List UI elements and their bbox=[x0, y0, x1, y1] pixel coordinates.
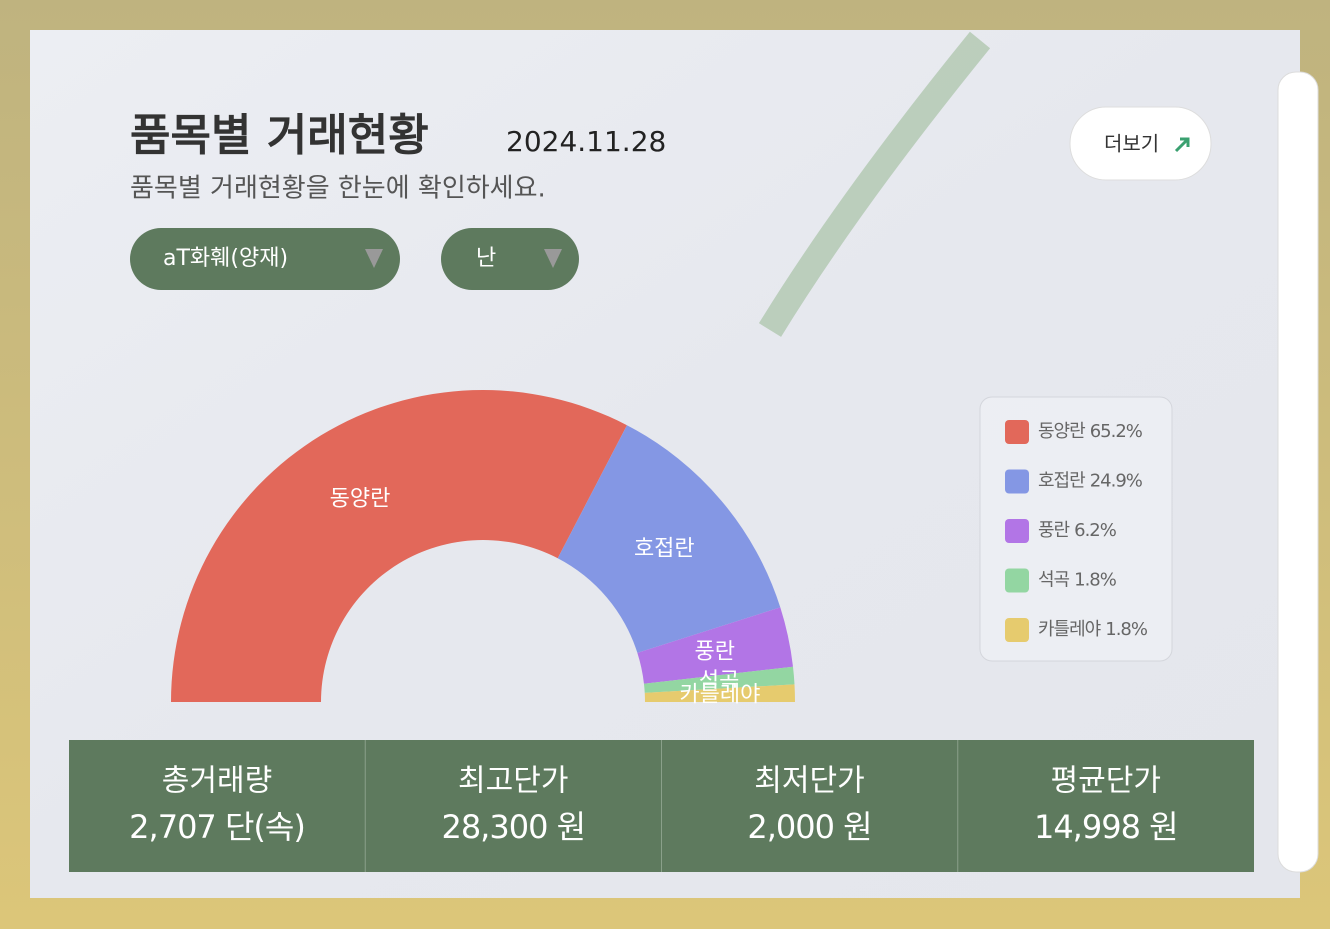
stat-label: 총거래량 bbox=[162, 764, 272, 799]
slice-label: 카틀레야 bbox=[679, 682, 760, 707]
filter-select[interactable]: aT화훼(양재) bbox=[130, 228, 400, 290]
stat-label: 최고단가 bbox=[458, 764, 568, 799]
legend-name: 카틀레야 bbox=[1038, 619, 1101, 640]
legend-swatch bbox=[1005, 568, 1029, 593]
slice bbox=[171, 390, 627, 702]
more-icon bbox=[1174, 137, 1190, 153]
stats: 총거래량 2,707 단(속) 최고단가 28,300 원 최저단가 2,000 원 평균단… bbox=[129, 740, 1179, 872]
legend-swatch bbox=[1005, 469, 1029, 494]
legend-text: 동양란 65.2% bbox=[1038, 421, 1143, 442]
stat-value: 28,300 원 bbox=[441, 808, 585, 846]
legend-text: 호접란 24.9% bbox=[1038, 471, 1143, 492]
legend-swatch bbox=[1005, 420, 1029, 444]
stat-value: 2,707 단(속) bbox=[129, 808, 305, 846]
select-arrow bbox=[544, 249, 562, 268]
slice-label: 호접란 bbox=[634, 536, 695, 561]
decor-stem bbox=[758, 31, 991, 337]
legend-name: 풍란 bbox=[1038, 520, 1070, 541]
date: 2024.11.28 bbox=[506, 125, 666, 158]
legend-value: 65.2% bbox=[1090, 421, 1143, 442]
more-button[interactable]: 더보기 bbox=[1069, 106, 1212, 181]
stat-label: 최저단가 bbox=[754, 764, 864, 799]
more-box[interactable] bbox=[1069, 106, 1212, 181]
legend-box bbox=[979, 396, 1173, 662]
select-box[interactable] bbox=[130, 228, 400, 290]
legend-text: 석곡 1.8% bbox=[1038, 570, 1117, 591]
legend-name: 석곡 bbox=[1038, 570, 1070, 591]
slice bbox=[644, 684, 795, 702]
side-card bbox=[1277, 71, 1319, 873]
slice-label: 동양란 bbox=[330, 486, 391, 511]
stat-label: 평균단가 bbox=[1051, 764, 1161, 799]
subtitle: 품목별 거래현황을 한눈에 확인하세요. bbox=[130, 174, 546, 204]
legend-value: 6.2% bbox=[1074, 520, 1117, 541]
title: 품목별 거래현황 bbox=[130, 110, 429, 161]
legend-text: 풍란 6.2% bbox=[1038, 520, 1117, 541]
slice bbox=[557, 425, 781, 653]
select-text[interactable]: aT화훼(양재) bbox=[163, 246, 288, 271]
slice bbox=[637, 607, 794, 684]
select-arrow bbox=[365, 249, 383, 268]
legend-text: 카틀레야 1.8% bbox=[1038, 619, 1148, 640]
filter-select[interactable]: 난 bbox=[441, 228, 579, 290]
legend-swatch bbox=[1005, 618, 1029, 642]
legend-value: 1.8% bbox=[1074, 570, 1117, 591]
more-text[interactable]: 더보기 bbox=[1104, 132, 1159, 156]
legend-name: 호접란 bbox=[1038, 471, 1085, 492]
legend-value: 1.8% bbox=[1105, 619, 1148, 640]
legend-name: 동양란 bbox=[1038, 421, 1085, 442]
legend-swatch bbox=[1005, 519, 1029, 543]
stat-value: 2,000 원 bbox=[747, 808, 871, 846]
legend: 동양란 65.2%호접란 24.9%풍란 6.2%석곡 1.8%카틀레야 1.8% bbox=[1005, 420, 1149, 642]
legend-value: 24.9% bbox=[1090, 471, 1143, 492]
select-text[interactable]: 난 bbox=[476, 246, 496, 271]
slice-label: 풍란 bbox=[695, 639, 735, 664]
slice bbox=[643, 666, 795, 693]
select-box[interactable] bbox=[441, 228, 579, 290]
stat-value: 14,998 원 bbox=[1034, 808, 1178, 846]
